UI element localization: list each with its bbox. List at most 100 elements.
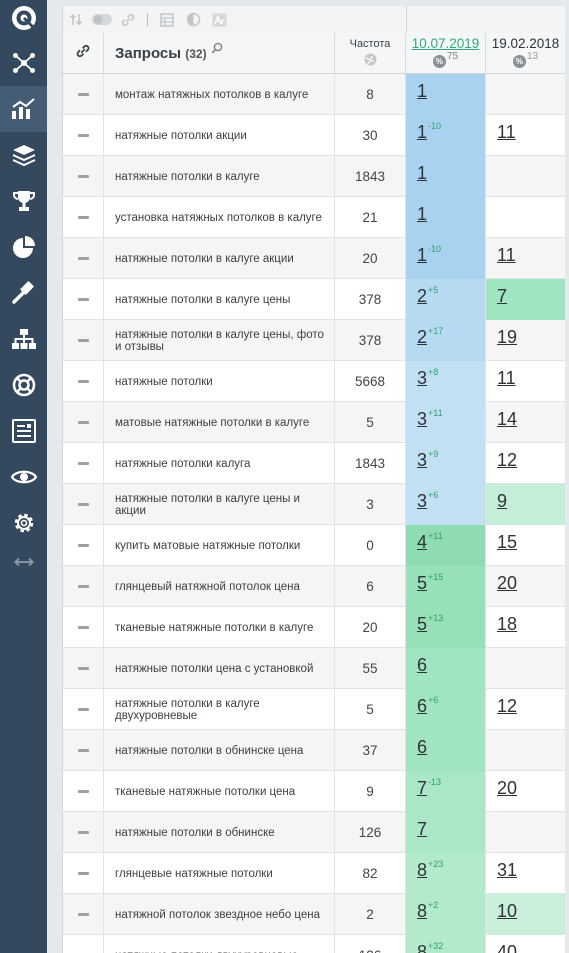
row-toggle[interactable] [63,320,104,361]
position1-link[interactable]: 1 [417,204,428,224]
queries-column-header[interactable]: Запросы (32) [104,33,335,74]
position1-link[interactable]: 3+9 [417,449,439,470]
position1-link[interactable]: 7 [417,819,428,839]
link-icon[interactable] [115,6,141,33]
position1-link[interactable]: 3+8 [417,367,439,388]
position1-link[interactable]: 3+6 [417,490,439,511]
position1-link[interactable]: 6 [417,655,428,675]
sidebar-item-network[interactable] [0,40,47,86]
position2-link[interactable]: 11 [497,368,516,388]
sidebar-item-layers[interactable] [0,132,47,178]
row-toggle[interactable] [63,566,104,607]
position2-link[interactable]: 40 [497,942,518,953]
sidebar-item-logo[interactable] [0,0,47,36]
row-toggle[interactable] [63,525,104,566]
row-toggle[interactable] [63,607,104,648]
position2-link[interactable]: 20 [497,778,518,798]
position1-link[interactable]: 6 [417,737,428,757]
table-row: глянцевые натяжные потолки 82 8+23 31 [63,853,565,894]
date1-label[interactable]: 10.07.2019 [411,36,480,51]
position1-link[interactable]: 2+17 [417,326,444,347]
position1-cell: 3+8 [406,361,486,402]
row-toggle[interactable] [63,197,104,238]
contrast-icon[interactable] [180,6,206,33]
sidebar-item-gear[interactable] [0,500,47,546]
position2-link[interactable]: 7 [497,286,508,306]
sidebar-item-lifebuoy[interactable] [0,362,47,408]
position2-link[interactable]: 15 [497,532,518,552]
row-toggle[interactable] [63,648,104,689]
position2-cell: 14 [486,402,565,443]
position2-link[interactable]: 9 [497,491,508,511]
row-toggle[interactable] [63,361,104,402]
position2-link[interactable]: 12 [497,450,518,470]
sidebar-item-expand[interactable] [0,540,47,584]
position2-cell: 18 [486,607,565,648]
row-toggle[interactable] [63,238,104,279]
position1-link[interactable]: 3+11 [417,408,443,429]
query-cell: матовые натяжные потолки в калуге [104,402,335,443]
row-toggle[interactable] [63,771,104,812]
row-toggle[interactable] [63,853,104,894]
row-toggle[interactable] [63,156,104,197]
sidebar-item-sitemap[interactable] [0,316,47,362]
row-toggle[interactable] [63,812,104,853]
frequency-column-header[interactable]: Частота [335,33,406,74]
position2-cell: 10 [486,894,565,935]
position1-link[interactable]: 1-10 [417,121,442,142]
table-row: натяжные потолки калуга 1843 3+9 12 [63,443,565,484]
table-row: матовые натяжные потолки в калуге 5 3+11 14 [63,402,565,443]
position2-link[interactable]: 10 [497,901,518,921]
position1-link[interactable]: 2+5 [417,285,439,306]
position2-link[interactable]: 18 [497,614,518,634]
position1-link[interactable]: 1-10 [417,244,442,265]
date2-column-header[interactable]: 19.02.2018 % 13 [486,33,565,74]
position1-link[interactable]: 8+2 [417,900,439,921]
row-toggle[interactable] [63,935,104,953]
row-toggle[interactable] [63,484,104,525]
row-toggle[interactable] [63,894,104,935]
position1-link[interactable]: 7-13 [417,777,442,798]
sidebar-item-report[interactable] [0,408,47,454]
position1-delta: -10 [428,244,442,254]
position2-link[interactable]: 11 [497,122,516,142]
position1-link[interactable]: 8+32 [417,941,444,953]
date1-column-header[interactable]: 10.07.2019 % 75 [406,33,486,74]
position1-link[interactable]: 4+11 [417,531,443,552]
sidebar-item-chart[interactable] [0,86,47,132]
position2-cell [486,74,565,115]
row-toggle[interactable] [63,443,104,484]
row-toggle[interactable] [63,115,104,156]
position2-link[interactable]: 14 [497,409,518,429]
position1-link[interactable]: 1 [417,81,428,101]
date2-label[interactable]: 19.02.2018 [491,36,560,51]
gavel-icon [11,281,36,305]
frequency-cell: 0 [335,525,406,566]
table-icon[interactable] [154,6,180,33]
row-toggle[interactable] [63,74,104,115]
row-toggle[interactable] [63,402,104,443]
frequency-cell: 2 [335,894,406,935]
sort-icon[interactable] [63,6,89,33]
row-toggle[interactable] [63,279,104,320]
position2-link[interactable]: 11 [497,245,516,265]
sidebar-item-eye[interactable] [0,454,47,500]
position2-link[interactable]: 20 [497,573,518,593]
sidebar-item-gavel[interactable] [0,270,47,316]
sidebar-item-trophy[interactable] [0,178,47,224]
search-icon[interactable] [211,41,223,59]
row-toggle[interactable] [63,689,104,730]
position1-link[interactable]: 6+6 [417,695,439,716]
link-column-header[interactable] [63,33,104,74]
toggle-icon[interactable] [89,6,115,33]
position1-link[interactable]: 1 [417,163,428,183]
position1-link[interactable]: 8+23 [417,859,444,880]
position2-link[interactable]: 12 [497,696,518,716]
position2-link[interactable]: 19 [497,327,518,347]
position1-link[interactable]: 5+15 [417,572,444,593]
position2-link[interactable]: 31 [497,860,518,880]
position1-link[interactable]: 5+13 [417,613,444,634]
sidebar-item-pie-chart[interactable] [0,224,47,270]
row-toggle[interactable] [63,730,104,771]
font-icon[interactable] [206,6,232,33]
